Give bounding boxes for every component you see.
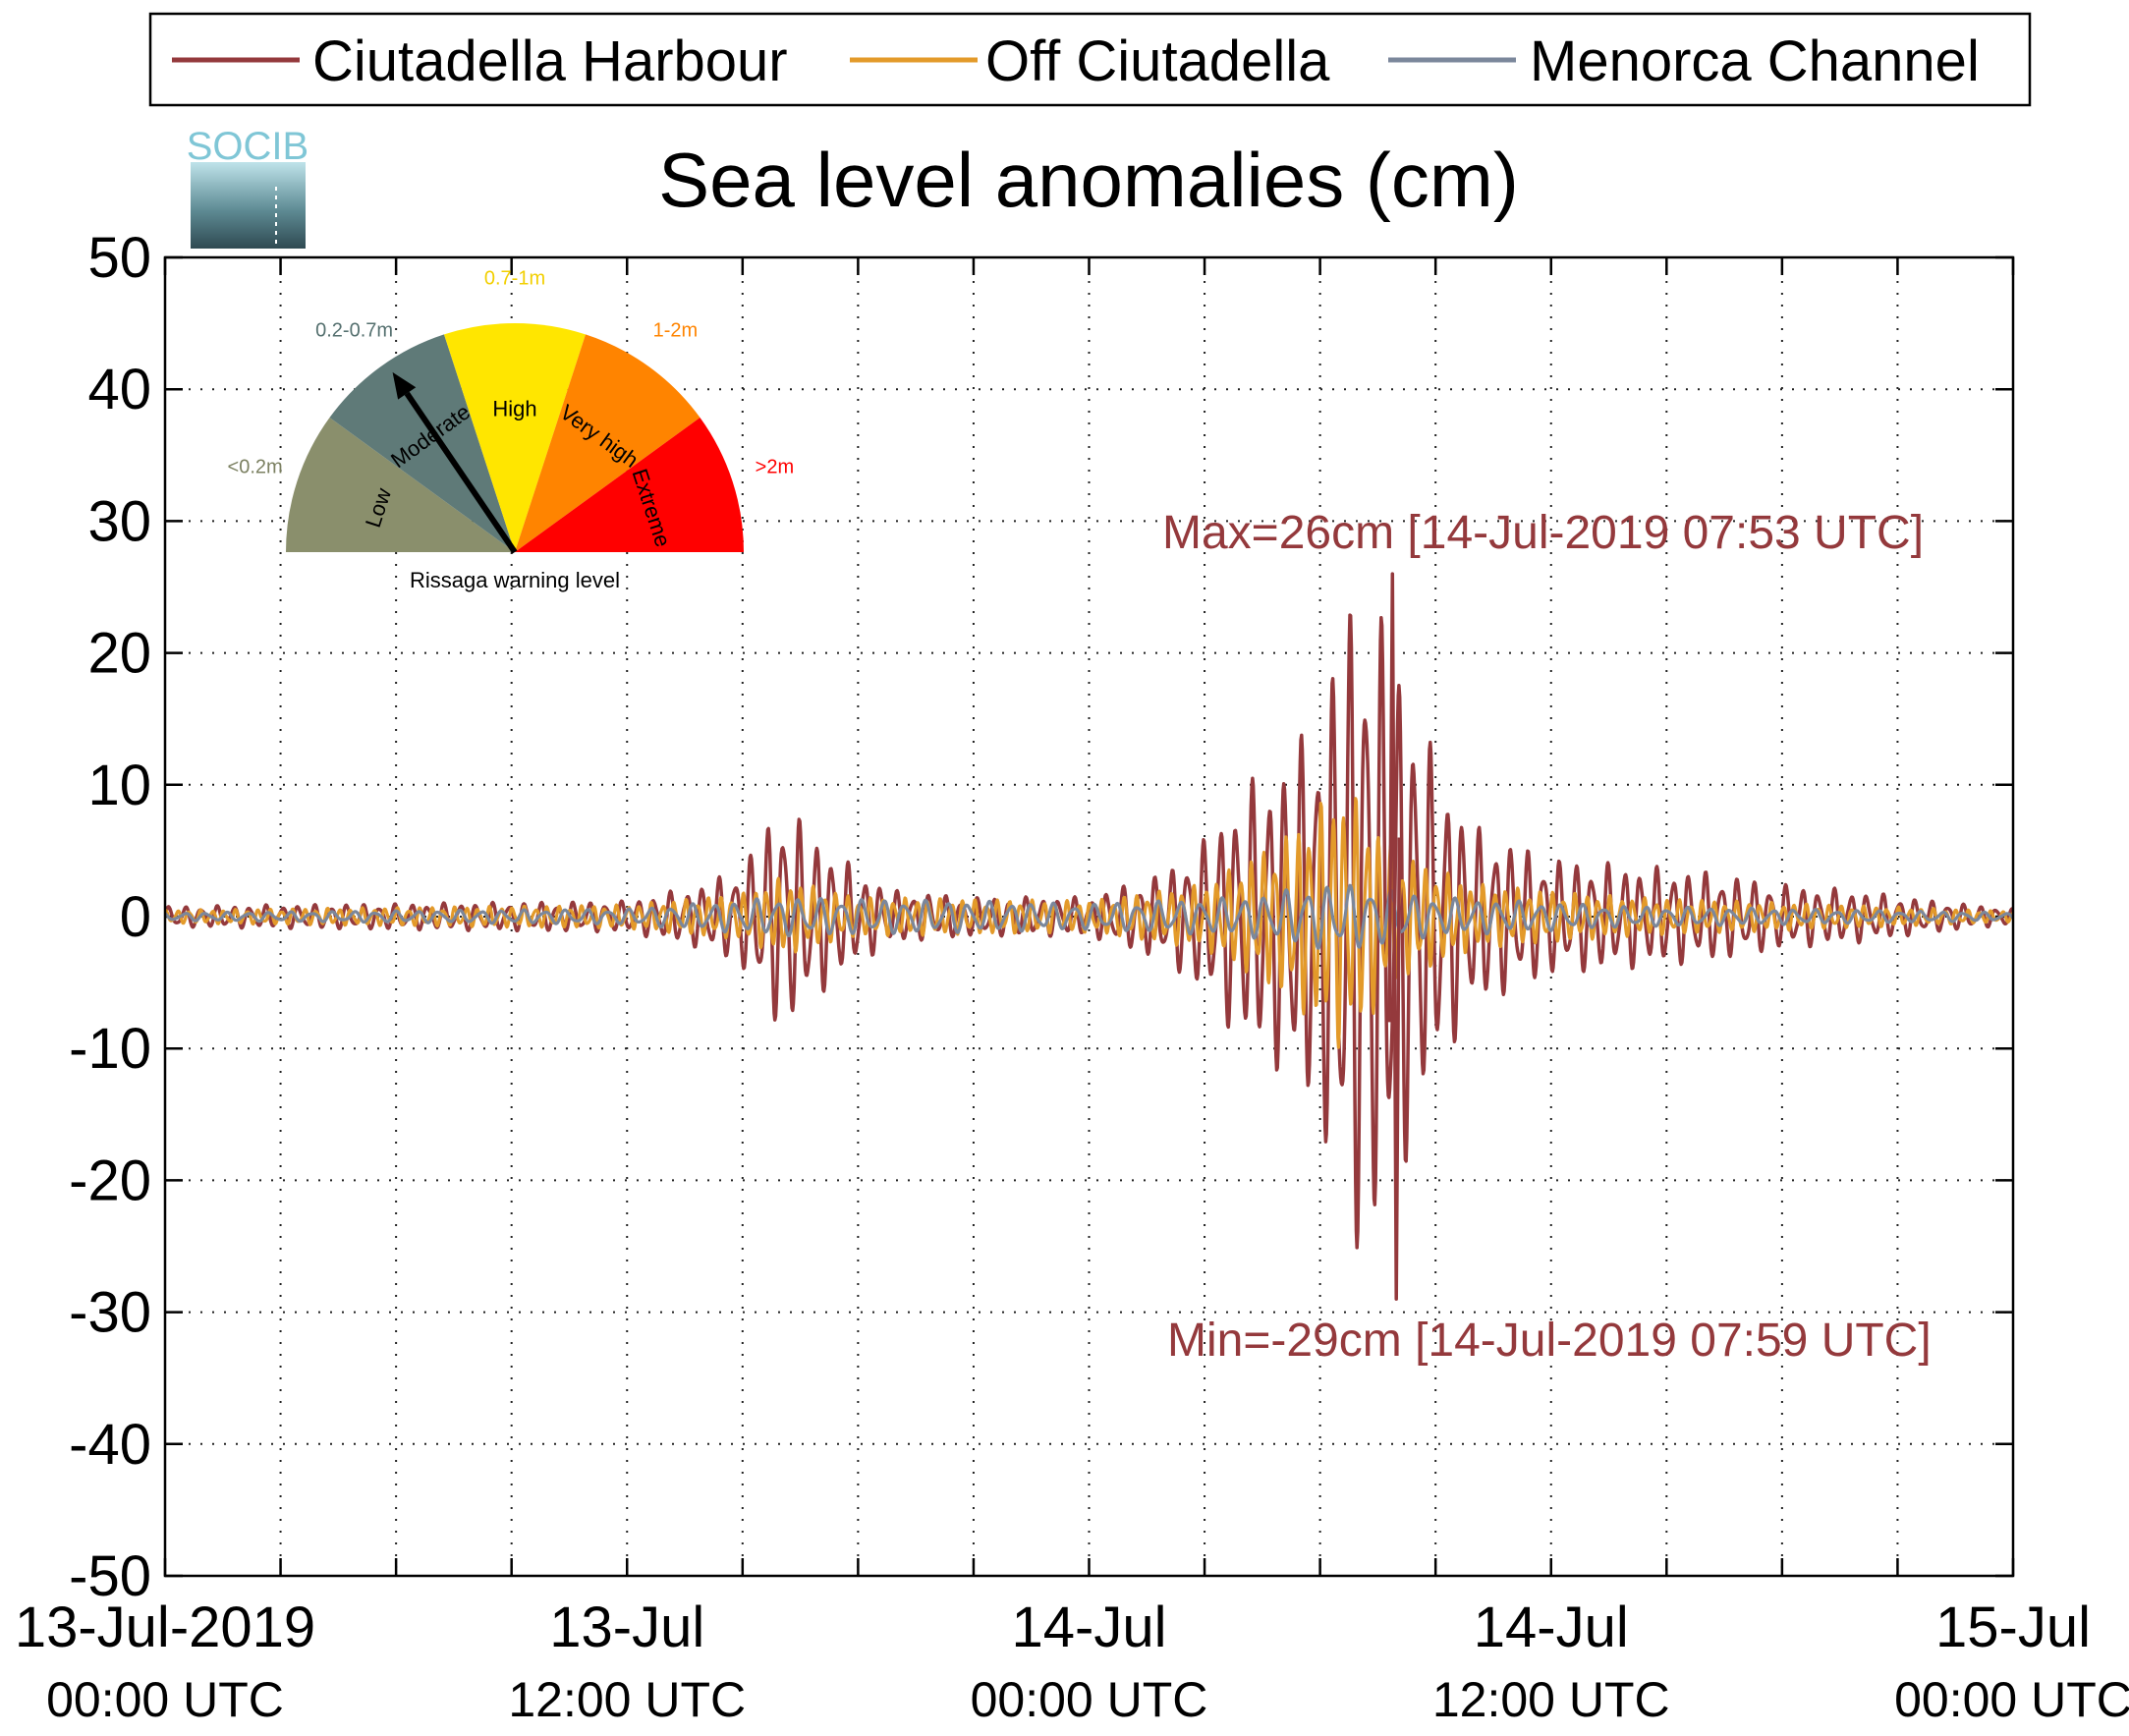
legend-label-menorca-channel: Menorca Channel — [1530, 29, 1980, 93]
legend: Ciutadella Harbour Off Ciutadella Menorc… — [148, 12, 2032, 107]
gauge-segment-extreme — [515, 418, 744, 552]
x-tick-label-time: 00:00 UTC — [1894, 1672, 2129, 1727]
y-tick-label: -50 — [69, 1544, 151, 1608]
x-axis: 13-Jul-2019 00:00 UTC 13-Jul 12:00 UTC 14-Ju… — [15, 257, 2129, 1727]
series-extreme-spike — [1387, 572, 1402, 1301]
max-annotation: Max=26cm [14-Jul-2019 07:53 UTC] — [1162, 507, 1924, 559]
gauge-range-label: 1-2m — [653, 319, 699, 341]
y-tick-label: 40 — [87, 358, 151, 421]
y-tick-label: 10 — [87, 754, 151, 817]
gauge-caption: Rissaga warning level — [410, 568, 620, 592]
gauge-label: High — [492, 396, 536, 420]
x-tick-label-time: 00:00 UTC — [46, 1672, 284, 1727]
gauge-range-label: >2m — [756, 456, 794, 477]
legend-box — [148, 12, 2032, 107]
gauge-segment-moderate — [329, 334, 515, 552]
y-tick-label: 50 — [87, 226, 151, 290]
y-tick-label: -40 — [69, 1413, 151, 1477]
legend-label-off-ciutadella: Off Ciutadella — [985, 29, 1330, 93]
gauge-segment-very-high — [515, 334, 700, 552]
y-tick-label: 20 — [87, 622, 151, 686]
min-annotation: Min=-29cm [14-Jul-2019 07:59 UTC] — [1167, 1315, 1932, 1367]
gauge-pointer-head — [392, 371, 417, 400]
x-tick-label-time: 12:00 UTC — [1432, 1672, 1670, 1727]
legend-label-ciutadella-harbour: Ciutadella Harbour — [312, 29, 788, 93]
gauge-range-label: 0.7-1m — [484, 267, 545, 289]
y-tick-label: -20 — [69, 1148, 151, 1212]
gauge-pointer — [404, 391, 518, 554]
x-tick-label-date: 14-Jul — [1012, 1596, 1167, 1659]
y-tick-label: 0 — [120, 885, 151, 949]
x-tick-label-date: 14-Jul — [1474, 1596, 1629, 1659]
x-tick-label-time: 00:00 UTC — [971, 1672, 1208, 1727]
y-axis: -50 -40 -30 -20 -10 0 10 20 30 40 50 — [69, 226, 2013, 1608]
socib-logo-text: SOCIB — [187, 125, 308, 168]
chart-title: Sea level anomalies (cm) — [658, 137, 1519, 223]
series-line-menorca-channel — [165, 883, 2013, 950]
gauge-range-label: 0.2-0.7m — [315, 319, 393, 341]
x-tick-label-date: 13-Jul-2019 — [15, 1596, 315, 1659]
gauge-segment-low — [286, 418, 515, 552]
y-tick-label: -30 — [69, 1281, 151, 1345]
y-tick-label: 30 — [87, 489, 151, 553]
series-layer — [165, 572, 2013, 1301]
gauge-range-label: <0.2m — [228, 456, 283, 477]
socib-logo: SOCIB — [187, 125, 308, 249]
x-tick-label-date: 13-Jul — [549, 1596, 704, 1659]
x-tick-label-date: 15-Jul — [1935, 1596, 2091, 1659]
x-tick-label-time: 12:00 UTC — [508, 1672, 746, 1727]
gauge-segment-high — [443, 323, 587, 552]
plot-frame — [163, 255, 2015, 1578]
series-line-off-ciutadella — [165, 797, 2013, 1049]
y-tick-label: -10 — [69, 1017, 151, 1081]
